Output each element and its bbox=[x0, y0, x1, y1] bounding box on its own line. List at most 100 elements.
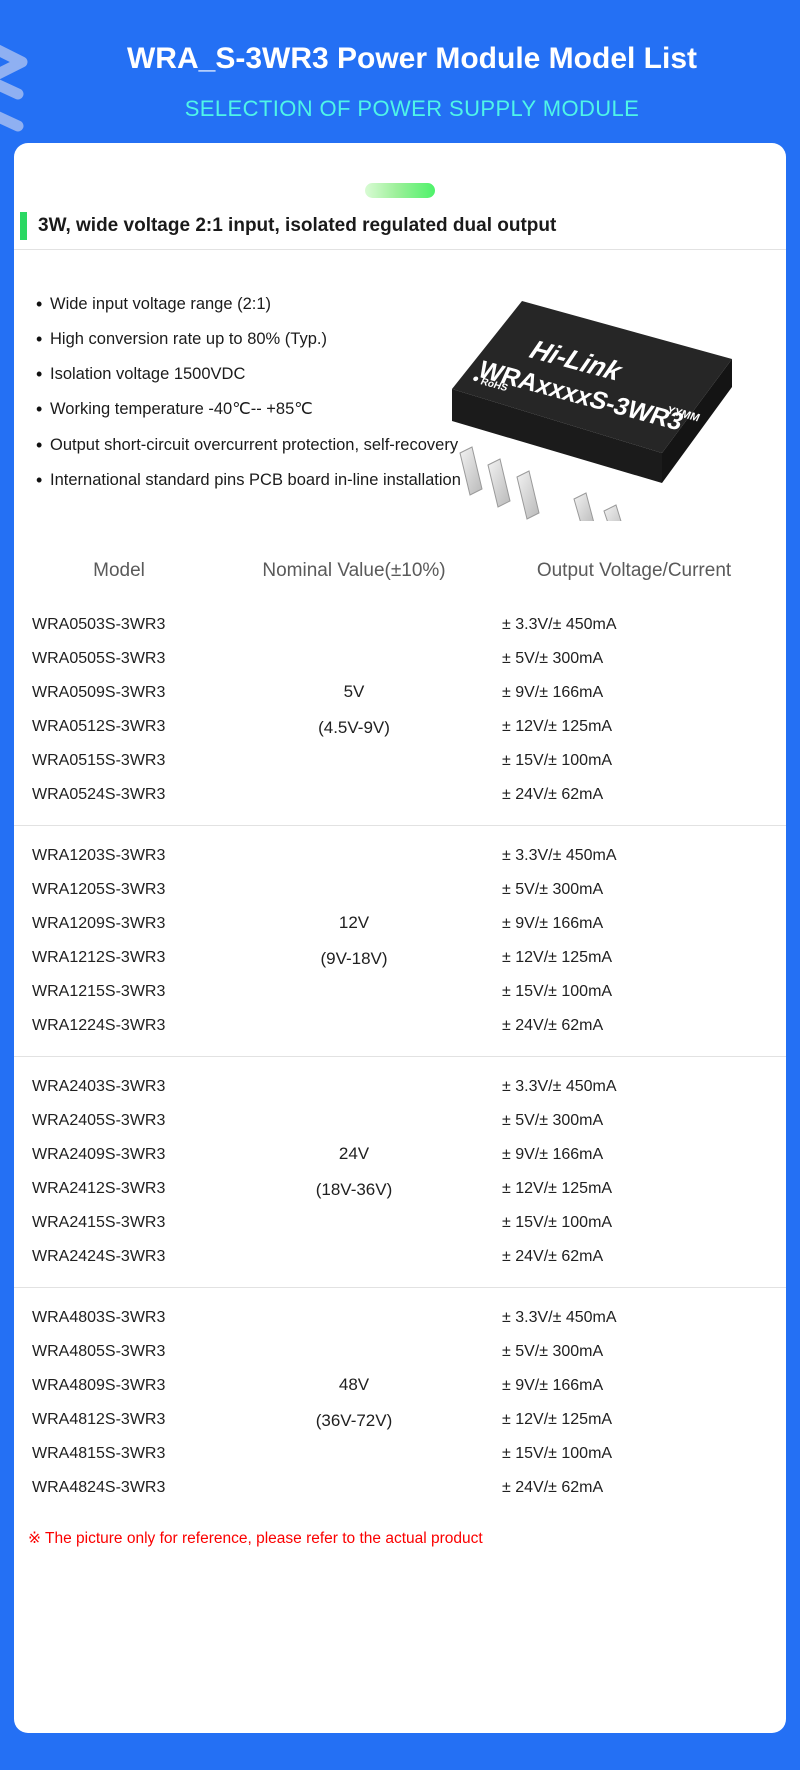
model-cell: WRA1224S-3WR3 bbox=[32, 1017, 166, 1034]
list-item: • Working temperature -40℃-- +85℃ bbox=[36, 400, 456, 418]
model-table: Model Nominal Value(±10%) Output Voltage… bbox=[14, 547, 786, 1548]
feature-text: Output short-circuit overcurrent protect… bbox=[50, 435, 459, 454]
table-header-row: Model Nominal Value(±10%) Output Voltage… bbox=[14, 547, 786, 595]
output-cell: ± 12V/± 125mA bbox=[502, 1180, 613, 1197]
model-column: WRA4803S-3WR3 WRA4805S-3WR3 WRA4809S-3WR3 W… bbox=[14, 1301, 224, 1505]
nominal-column: 12V (9V-18V) bbox=[224, 839, 484, 1043]
model-cell: WRA4815S-3WR3 bbox=[32, 1445, 166, 1462]
model-cell: WRA2412S-3WR3 bbox=[32, 1180, 166, 1197]
bullet-icon: • bbox=[36, 399, 43, 420]
model-cell: WRA1215S-3WR3 bbox=[32, 983, 166, 1000]
list-item: • Isolation voltage 1500VDC bbox=[36, 365, 456, 383]
model-cell: WRA4809S-3WR3 bbox=[32, 1377, 166, 1394]
output-cell: ± 5V/± 300mA bbox=[502, 881, 604, 898]
model-cell: WRA2403S-3WR3 bbox=[32, 1078, 166, 1095]
model-column: WRA2403S-3WR3 WRA2405S-3WR3 WRA2409S-3WR3 W… bbox=[14, 1070, 224, 1274]
output-column: ± 3.3V/± 450mA ± 5V/± 300mA ± 9V/± 166mA ± … bbox=[484, 839, 784, 1043]
list-item: • Output short-circuit overcurrent prote… bbox=[36, 434, 459, 455]
feature-text: Isolation voltage 1500VDC bbox=[50, 365, 246, 384]
nominal-value: 24V bbox=[338, 1144, 370, 1163]
model-cell: WRA4805S-3WR3 bbox=[32, 1343, 166, 1360]
feature-text: High conversion rate up to 80% (Typ.) bbox=[50, 330, 327, 349]
model-cell: WRA0509S-3WR3 bbox=[32, 684, 166, 701]
output-column: ± 3.3V/± 450mA ± 5V/± 300mA ± 9V/± 166mA ± … bbox=[484, 1070, 784, 1274]
model-cell: WRA0524S-3WR3 bbox=[32, 786, 166, 803]
model-cell: WRA4812S-3WR3 bbox=[32, 1411, 166, 1428]
model-cell: WRA1203S-3WR3 bbox=[32, 847, 166, 864]
nominal-column: 5V (4.5V-9V) bbox=[224, 608, 484, 812]
nominal-value: 48V bbox=[338, 1375, 370, 1394]
output-cell: ± 15V/± 100mA bbox=[502, 752, 613, 769]
output-cell: ± 3.3V/± 450mA bbox=[502, 847, 617, 864]
power-module-photo: Hi-Link WRAxxxxS-3WR3 RoHS YYMM bbox=[452, 301, 732, 521]
list-item: • High conversion rate up to 80% (Typ.) bbox=[36, 330, 456, 348]
nominal-range: (4.5V-9V) bbox=[318, 718, 390, 737]
column-header-model: Model bbox=[93, 560, 145, 581]
feature-text: Working temperature -40℃-- +85℃ bbox=[50, 400, 313, 419]
model-cell: WRA4824S-3WR3 bbox=[32, 1479, 166, 1496]
output-cell: ± 5V/± 300mA bbox=[502, 650, 604, 667]
model-cell: WRA0503S-3WR3 bbox=[32, 616, 166, 633]
output-cell: ± 3.3V/± 450mA bbox=[502, 1309, 617, 1326]
model-cell: WRA0505S-3WR3 bbox=[32, 650, 166, 667]
table-row-group: WRA4803S-3WR3 WRA4805S-3WR3 WRA4809S-3WR3 W… bbox=[14, 1287, 786, 1518]
page-title: WRA_S-3WR3 Power Module Model List bbox=[126, 42, 698, 75]
page-subtitle: SELECTION OF POWER SUPPLY MODULE bbox=[184, 96, 640, 121]
nominal-range: (18V-36V) bbox=[315, 1180, 393, 1199]
model-cell: WRA2405S-3WR3 bbox=[32, 1112, 166, 1129]
output-cell: ± 9V/± 166mA bbox=[502, 915, 604, 932]
stacked-chevron-logo-icon bbox=[0, 44, 28, 132]
model-column: WRA0503S-3WR3 WRA0505S-3WR3 WRA0509S-3WR3 W… bbox=[14, 608, 224, 812]
bullet-icon: • bbox=[36, 294, 43, 314]
list-item: • Wide input voltage range (2:1) bbox=[36, 295, 456, 313]
column-header-output: Output Voltage/Current bbox=[536, 560, 732, 581]
model-cell: WRA1205S-3WR3 bbox=[32, 881, 166, 898]
content-card: 3W, wide voltage 2:1 input, isolated reg… bbox=[14, 143, 786, 1733]
page-header: WRA_S-3WR3 Power Module Model List SELEC… bbox=[0, 0, 800, 143]
output-cell: ± 3.3V/± 450mA bbox=[502, 616, 617, 633]
nominal-column: 48V (36V-72V) bbox=[224, 1301, 484, 1505]
bullet-icon: • bbox=[36, 434, 43, 455]
table-body: WRA0503S-3WR3 WRA0505S-3WR3 WRA0509S-3WR3 W… bbox=[14, 595, 786, 1518]
model-cell: WRA2409S-3WR3 bbox=[32, 1146, 166, 1163]
nominal-value: 12V bbox=[338, 913, 370, 932]
feature-list: • Wide input voltage range (2:1) • High … bbox=[36, 295, 461, 506]
nominal-range: (36V-72V) bbox=[315, 1411, 393, 1430]
table-row-group: WRA1203S-3WR3 WRA1205S-3WR3 WRA1209S-3WR3 W… bbox=[14, 825, 786, 1056]
model-cell: WRA0515S-3WR3 bbox=[32, 752, 166, 769]
nominal-range: (9V-18V) bbox=[320, 949, 388, 968]
output-cell: ± 15V/± 100mA bbox=[502, 1214, 613, 1231]
output-cell: ± 5V/± 300mA bbox=[502, 1112, 604, 1129]
output-cell: ± 24V/± 62mA bbox=[502, 1479, 604, 1496]
output-cell: ± 24V/± 62mA bbox=[502, 1248, 604, 1265]
divider bbox=[14, 249, 786, 250]
nominal-value: 5V bbox=[343, 682, 365, 701]
output-cell: ± 15V/± 100mA bbox=[502, 1445, 613, 1462]
bullet-icon: • bbox=[36, 469, 43, 490]
green-pill-badge bbox=[365, 183, 435, 198]
output-cell: ± 9V/± 166mA bbox=[502, 1146, 604, 1163]
model-cell: WRA4803S-3WR3 bbox=[32, 1309, 166, 1326]
green-accent-bar bbox=[20, 212, 27, 240]
output-cell: ± 12V/± 125mA bbox=[502, 1411, 613, 1428]
model-cell: WRA2415S-3WR3 bbox=[32, 1214, 166, 1231]
footnote: ※ The picture only for reference, please… bbox=[14, 1518, 786, 1548]
output-cell: ± 12V/± 125mA bbox=[502, 718, 613, 735]
output-cell: ± 24V/± 62mA bbox=[502, 1017, 604, 1034]
output-cell: ± 9V/± 166mA bbox=[502, 1377, 604, 1394]
list-item: • International standard pins PCB board … bbox=[36, 469, 461, 490]
output-cell: ± 9V/± 166mA bbox=[502, 684, 604, 701]
feature-text: Wide input voltage range (2:1) bbox=[50, 295, 272, 313]
output-column: ± 3.3V/± 450mA ± 5V/± 300mA ± 9V/± 166mA ± … bbox=[484, 608, 784, 812]
column-header-nominal: Nominal Value(±10%) bbox=[262, 560, 446, 581]
output-cell: ± 15V/± 100mA bbox=[502, 983, 613, 1000]
output-cell: ± 3.3V/± 450mA bbox=[502, 1078, 617, 1095]
nominal-column: 24V (18V-36V) bbox=[224, 1070, 484, 1274]
model-cell: WRA1209S-3WR3 bbox=[32, 915, 166, 932]
table-row-group: WRA0503S-3WR3 WRA0505S-3WR3 WRA0509S-3WR3 W… bbox=[14, 595, 786, 825]
bullet-icon: • bbox=[36, 364, 43, 385]
model-cell: WRA1212S-3WR3 bbox=[32, 949, 166, 966]
model-cell: WRA0512S-3WR3 bbox=[32, 718, 166, 735]
output-cell: ± 12V/± 125mA bbox=[502, 949, 613, 966]
model-column: WRA1203S-3WR3 WRA1205S-3WR3 WRA1209S-3WR3 W… bbox=[14, 839, 224, 1043]
